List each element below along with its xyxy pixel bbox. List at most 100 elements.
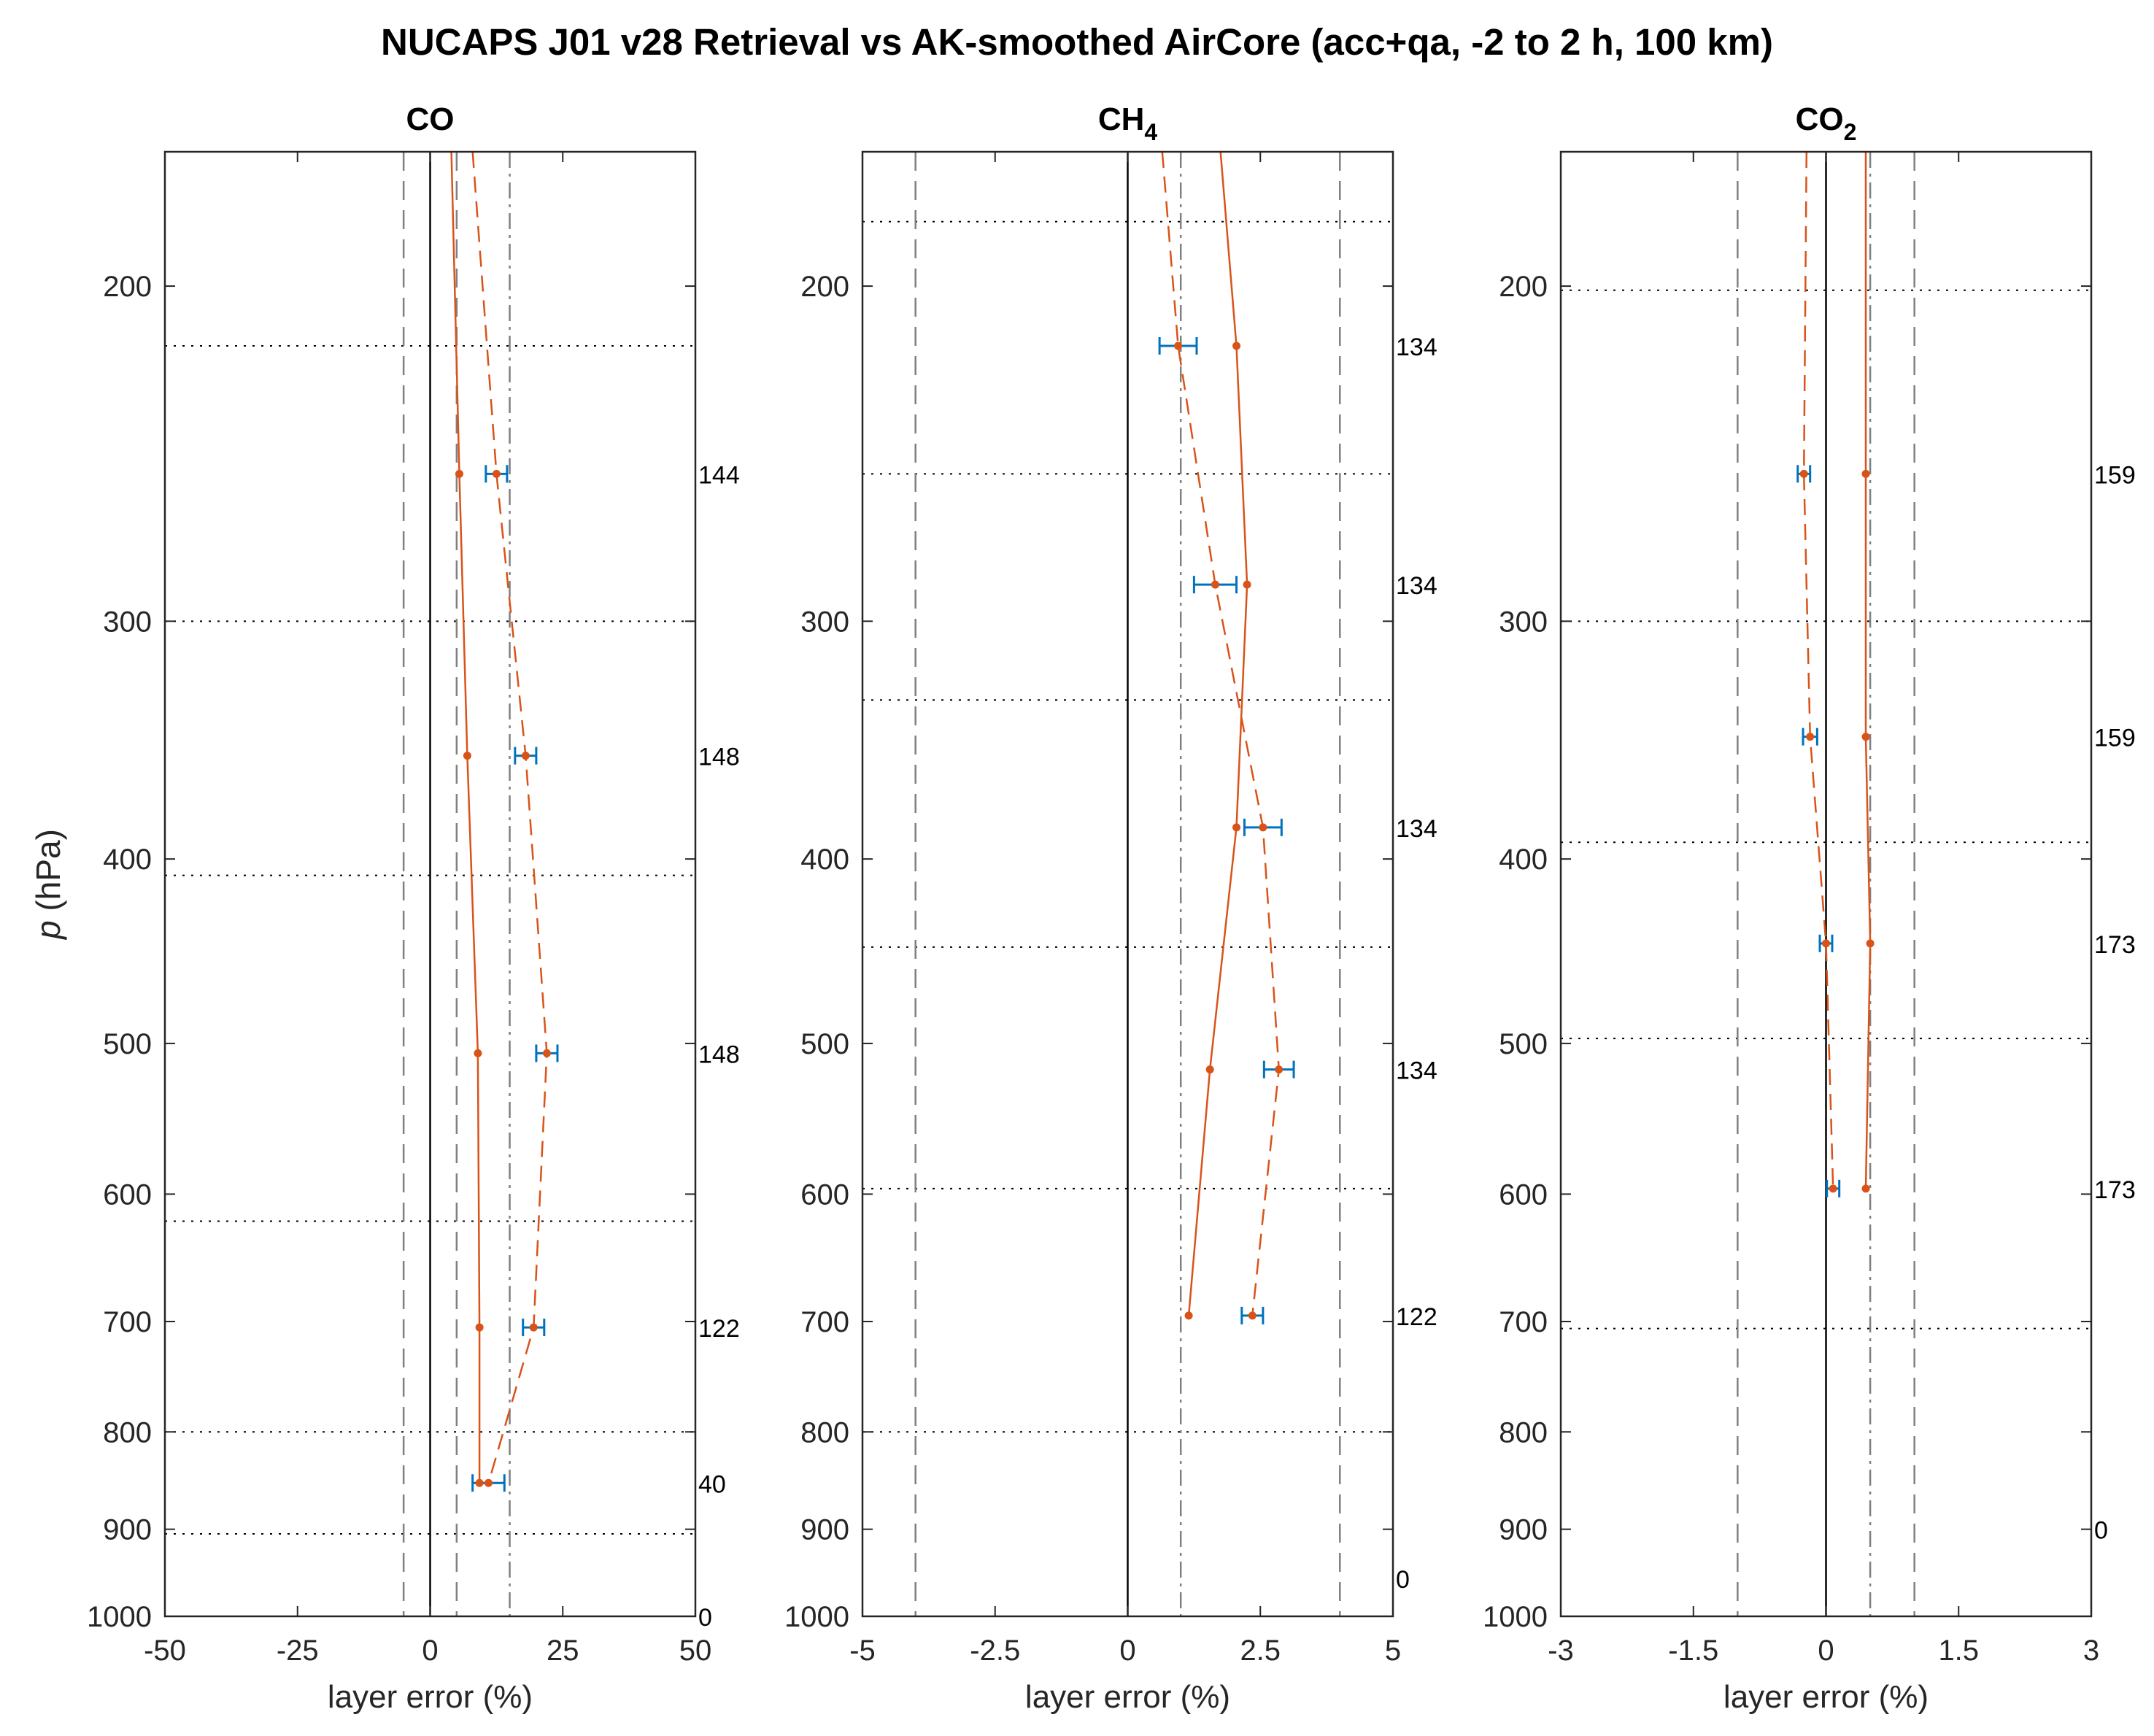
data-point-dashed (1275, 1065, 1283, 1074)
x-tick-label: 0 (1119, 1635, 1135, 1667)
x-tick-label: -25 (277, 1635, 319, 1667)
data-point-solid (1861, 733, 1870, 741)
x-tick-label: -3 (1548, 1635, 1574, 1667)
y-tick-label: 200 (800, 271, 849, 303)
y-tick-label: 600 (800, 1178, 849, 1211)
figure-title: NUCAPS J01 v28 Retrieval vs AK-smoothed … (381, 21, 1773, 63)
sample-count-label: 40 (698, 1470, 726, 1498)
y-tick-label: 500 (1499, 1028, 1548, 1060)
data-point-dashed (492, 469, 501, 478)
y-tick-label: 900 (103, 1514, 152, 1546)
panel-co2: -3 -1.5 0 1.5 3 200 300 400 500 600 700 800 900 1000 l… (1483, 101, 2136, 1715)
x-axis-label: layer error (%) (328, 1679, 533, 1715)
sample-count-label: 173 (2094, 931, 2136, 959)
panel-title-text: CH (1098, 101, 1145, 137)
y-tick-label: 700 (800, 1306, 849, 1338)
x-axis-label: layer error (%) (1723, 1679, 1929, 1715)
y-tick-label: 300 (800, 606, 849, 638)
sample-count-label: 0 (1396, 1566, 1410, 1594)
x-tick-label: -50 (144, 1635, 186, 1667)
sample-count-label: 148 (698, 1041, 740, 1068)
sample-count-label: 134 (1396, 572, 1437, 600)
data-point-dashed (521, 752, 530, 760)
y-tick-label: 400 (103, 844, 152, 876)
sample-count-label: 173 (2094, 1176, 2136, 1204)
data-point-solid (1861, 469, 1870, 478)
panel-co: -50 -25 0 25 502003004005006007008009001000l… (29, 101, 740, 1715)
data-point-dashed (1174, 342, 1183, 350)
series-line-dashed (1161, 151, 1280, 1316)
y-tick-label: 900 (800, 1514, 849, 1546)
y-tick-label: 1000 (87, 1601, 152, 1633)
data-point-solid (455, 469, 463, 478)
x-tick-label: 0 (1818, 1635, 1834, 1667)
data-point-solid (1205, 1065, 1214, 1074)
data-point-solid (1861, 1184, 1870, 1193)
series-line-dashed (471, 151, 548, 1484)
data-point-solid (463, 752, 471, 760)
data-point-solid (1232, 823, 1241, 832)
y-axis-label-unit: (hPa) (29, 829, 67, 920)
x-tick-label: 50 (679, 1635, 712, 1667)
y-tick-label: 700 (1499, 1306, 1548, 1338)
data-point-dashed (529, 1323, 538, 1332)
data-point-solid (1243, 580, 1251, 589)
data-point-dashed (1829, 1184, 1837, 1193)
x-tick-label: 25 (547, 1635, 579, 1667)
y-tick-label: 600 (103, 1178, 152, 1211)
panel-title-subscript: 4 (1144, 119, 1157, 145)
y-tick-label: 400 (800, 844, 849, 876)
data-point-dashed (1822, 939, 1830, 948)
sample-count-label: 159 (2094, 725, 2136, 752)
y-tick-label: 800 (1499, 1416, 1548, 1448)
x-tick-label: 0 (422, 1635, 438, 1667)
x-tick-label: 1.5 (1938, 1635, 1979, 1667)
data-point-dashed (1799, 469, 1808, 478)
panel-title: CH4 (1098, 101, 1158, 145)
data-point-dashed (1259, 823, 1267, 832)
y-tick-label: 500 (800, 1028, 849, 1060)
x-tick-label: 3 (2083, 1635, 2099, 1667)
y-axis-label: p (hPa) (29, 829, 67, 941)
sample-count-label: 159 (2094, 461, 2136, 489)
sample-count-label: 0 (698, 1604, 712, 1632)
panel-title: CO2 (1796, 101, 1857, 145)
y-tick-label: 900 (1499, 1514, 1548, 1546)
panel-title-text: CO (1796, 101, 1844, 137)
x-tick-label: 5 (1385, 1635, 1401, 1667)
series-line-solid (450, 151, 481, 1484)
y-tick-label: 200 (103, 271, 152, 303)
series-line-solid (1187, 151, 1248, 1316)
panel-ch4: -5 -2.5 0 2.5 5 200 300 400 500 600 700 800 900 1000 l… (784, 101, 1437, 1715)
y-tick-label: 1000 (1483, 1601, 1548, 1633)
y-tick-label: 700 (103, 1306, 152, 1338)
y-tick-label: 1000 (784, 1601, 849, 1633)
data-point-dashed (1806, 733, 1815, 741)
x-tick-label: -5 (849, 1635, 876, 1667)
y-tick-label: 800 (103, 1416, 152, 1448)
y-tick-label: 200 (1499, 271, 1548, 303)
x-tick-label: -2.5 (970, 1635, 1020, 1667)
sample-count-label: 148 (698, 744, 740, 771)
y-tick-label: 300 (1499, 606, 1548, 638)
series-line-dashed (1802, 151, 1834, 1189)
data-point-solid (1184, 1311, 1193, 1320)
panel-title-subscript: 2 (1844, 119, 1857, 145)
data-point-dashed (1248, 1311, 1256, 1320)
data-point-solid (475, 1478, 484, 1487)
data-point-solid (1232, 342, 1241, 350)
x-tick-label: 2.5 (1240, 1635, 1281, 1667)
x-axis-label: layer error (%) (1025, 1679, 1230, 1715)
panel-title-text: CO (406, 101, 455, 137)
data-point-dashed (484, 1478, 493, 1487)
data-point-dashed (1211, 580, 1219, 589)
sample-count-label: 144 (698, 461, 740, 489)
y-tick-label: 600 (1499, 1178, 1548, 1211)
data-point-solid (1866, 939, 1875, 948)
data-point-solid (474, 1049, 482, 1057)
y-tick-label: 300 (103, 606, 152, 638)
sample-count-label: 122 (698, 1315, 740, 1343)
y-tick-label: 500 (103, 1028, 152, 1060)
sample-count-label: 134 (1396, 1057, 1437, 1085)
